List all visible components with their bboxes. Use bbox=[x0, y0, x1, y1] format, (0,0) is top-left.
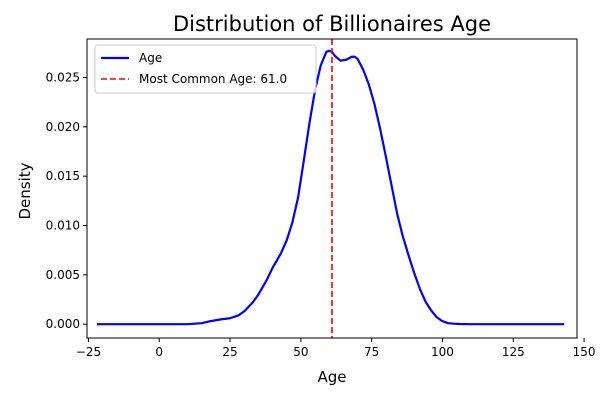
x-axis-label: Age bbox=[317, 368, 346, 386]
x-tick-label: 75 bbox=[364, 345, 379, 359]
legend-box bbox=[94, 44, 317, 94]
legend-label-most-common-age: Most Common Age: 61.0 bbox=[139, 72, 287, 86]
x-tick-label: 125 bbox=[502, 345, 525, 359]
x-tick-label: 50 bbox=[293, 345, 308, 359]
y-tick-label: 0.015 bbox=[46, 169, 80, 183]
y-tick-label: 0.005 bbox=[46, 268, 80, 282]
x-tick-label: 0 bbox=[155, 345, 163, 359]
x-tick-label: 25 bbox=[222, 345, 237, 359]
x-tick-label: −25 bbox=[76, 345, 101, 359]
y-tick-label: 0.025 bbox=[46, 70, 80, 84]
x-tick-label: 150 bbox=[573, 345, 596, 359]
y-tick-label: 0.000 bbox=[46, 317, 80, 331]
y-tick-label: 0.020 bbox=[46, 120, 80, 134]
plot-frame bbox=[86, 38, 578, 339]
density-curve bbox=[96, 49, 565, 326]
y-axis-label: Density bbox=[16, 162, 34, 219]
chart-title: Distribution of Billionaires Age bbox=[173, 12, 491, 36]
y-tick-label: 0.010 bbox=[46, 219, 80, 233]
legend-label-age: Age bbox=[139, 51, 162, 65]
plot-area: −25 0 25 50 75 100 125 150 0.000 0.005 0.010 0.015 0… bbox=[46, 38, 596, 359]
x-tick-label: 100 bbox=[431, 345, 454, 359]
